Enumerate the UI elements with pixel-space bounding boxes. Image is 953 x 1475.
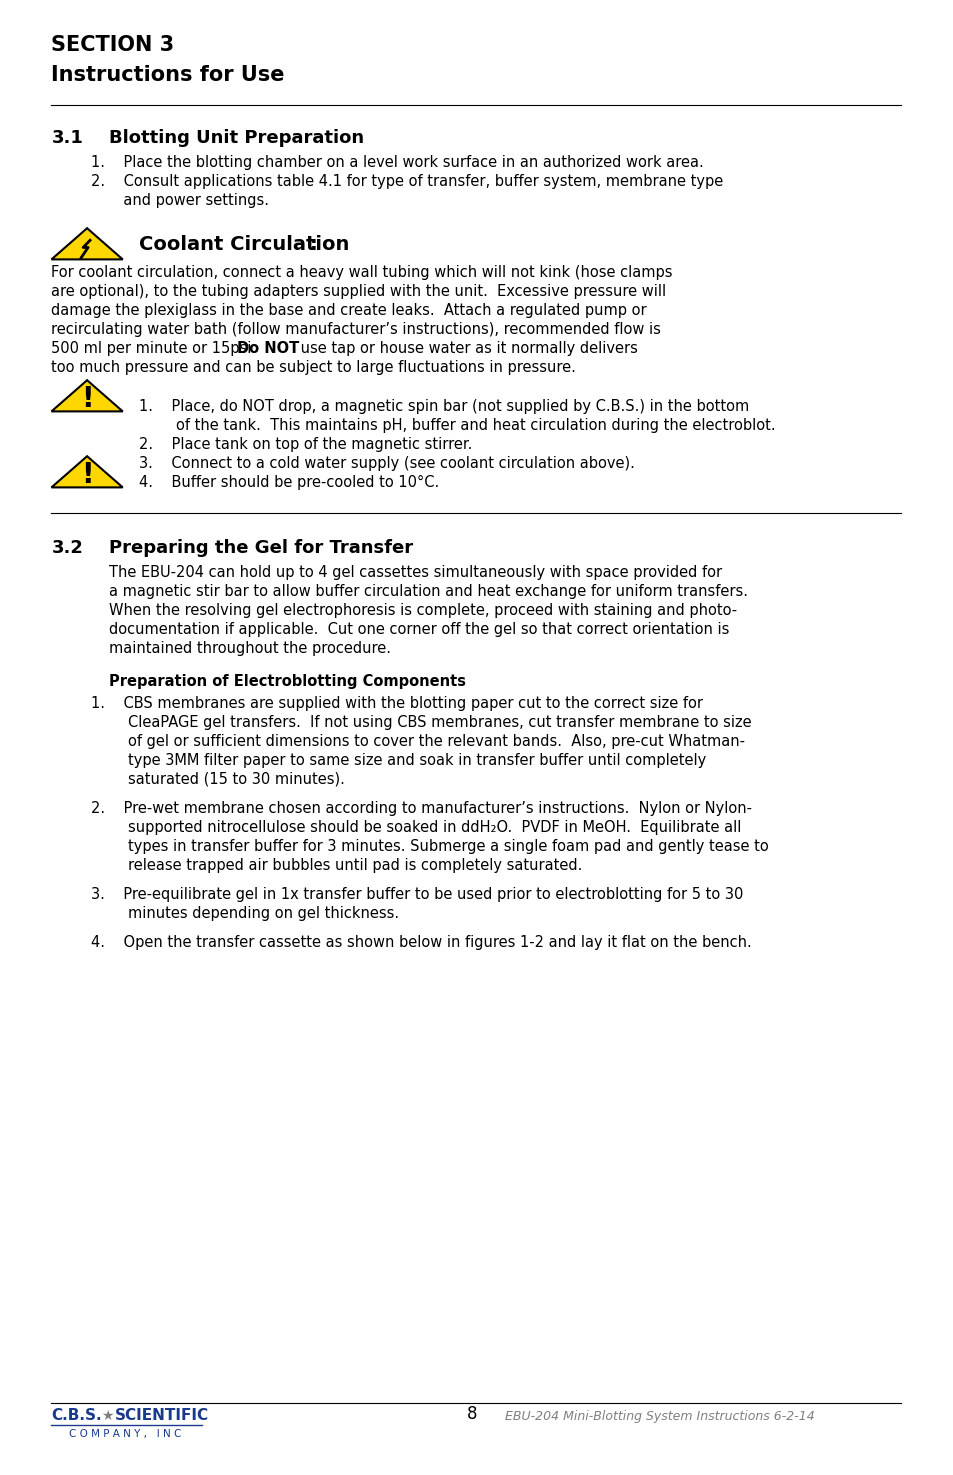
Text: 1.    CBS membranes are supplied with the blotting paper cut to the correct size: 1. CBS membranes are supplied with the b… xyxy=(91,696,702,711)
Text: damage the plexiglass in the base and create leaks.  Attach a regulated pump or: damage the plexiglass in the base and cr… xyxy=(51,302,646,319)
Text: documentation if applicable.  Cut one corner off the gel so that correct orienta: documentation if applicable. Cut one cor… xyxy=(109,622,728,637)
Text: 1.    Place, do NOT drop, a magnetic spin bar (not supplied by C.B.S.) in the bo: 1. Place, do NOT drop, a magnetic spin b… xyxy=(138,400,748,414)
Text: too much pressure and can be subject to large fluctuations in pressure.: too much pressure and can be subject to … xyxy=(51,360,576,375)
Text: When the resolving gel electrophoresis is complete, proceed with staining and ph: When the resolving gel electrophoresis i… xyxy=(109,603,737,618)
Text: recirculating water bath (follow manufacturer’s instructions), recommended flow : recirculating water bath (follow manufac… xyxy=(51,322,660,336)
Polygon shape xyxy=(51,381,123,412)
Text: and power settings.: and power settings. xyxy=(91,193,269,208)
Text: C O M P A N Y ,   I N C: C O M P A N Y , I N C xyxy=(70,1429,181,1440)
Text: Coolant Circulation: Coolant Circulation xyxy=(138,235,349,254)
Text: 4.    Open the transfer cassette as shown below in figures 1-2 and lay it flat o: 4. Open the transfer cassette as shown b… xyxy=(91,935,751,950)
Text: 3.2: 3.2 xyxy=(51,538,83,558)
Text: 3.1: 3.1 xyxy=(51,128,83,148)
Text: !: ! xyxy=(81,385,93,413)
Text: Blotting Unit Preparation: Blotting Unit Preparation xyxy=(109,128,364,148)
Text: For coolant circulation, connect a heavy wall tubing which will not kink (hose c: For coolant circulation, connect a heavy… xyxy=(51,266,672,280)
Text: supported nitrocellulose should be soaked in ddH₂O.  PVDF in MeOH.  Equilibrate : supported nitrocellulose should be soake… xyxy=(91,820,740,835)
Text: maintained throughout the procedure.: maintained throughout the procedure. xyxy=(109,642,391,656)
Text: 3.    Connect to a cold water supply (see coolant circulation above).: 3. Connect to a cold water supply (see c… xyxy=(138,456,634,471)
Text: The EBU-204 can hold up to 4 gel cassettes simultaneously with space provided fo: The EBU-204 can hold up to 4 gel cassett… xyxy=(109,565,721,580)
Text: CleaPAGE gel transfers.  If not using CBS membranes, cut transfer membrane to si: CleaPAGE gel transfers. If not using CBS… xyxy=(91,715,751,730)
Text: 3.    Pre-equilibrate gel in 1x transfer buffer to be used prior to electroblott: 3. Pre-equilibrate gel in 1x transfer bu… xyxy=(91,886,742,903)
Text: ★: ★ xyxy=(101,1409,113,1423)
Text: type 3MM filter paper to same size and soak in transfer buffer until completely: type 3MM filter paper to same size and s… xyxy=(91,754,705,768)
Text: SECTION 3: SECTION 3 xyxy=(51,35,174,55)
Text: 4.    Buffer should be pre-cooled to 10°C.: 4. Buffer should be pre-cooled to 10°C. xyxy=(138,475,438,490)
Text: 8: 8 xyxy=(466,1406,476,1423)
Text: saturated (15 to 30 minutes).: saturated (15 to 30 minutes). xyxy=(91,771,345,788)
Text: use tap or house water as it normally delivers: use tap or house water as it normally de… xyxy=(295,341,638,355)
Text: release trapped air bubbles until pad is completely saturated.: release trapped air bubbles until pad is… xyxy=(91,858,582,873)
Text: Preparing the Gel for Transfer: Preparing the Gel for Transfer xyxy=(109,538,413,558)
Text: a magnetic stir bar to allow buffer circulation and heat exchange for uniform tr: a magnetic stir bar to allow buffer circ… xyxy=(109,584,747,599)
Text: 1.    Place the blotting chamber on a level work surface in an authorized work a: 1. Place the blotting chamber on a level… xyxy=(91,155,703,170)
Text: 500 ml per minute or 15psi.: 500 ml per minute or 15psi. xyxy=(51,341,266,355)
Text: minutes depending on gel thickness.: minutes depending on gel thickness. xyxy=(91,906,398,920)
Text: C.B.S.: C.B.S. xyxy=(51,1409,102,1423)
Text: Instructions for Use: Instructions for Use xyxy=(51,65,285,86)
Text: types in transfer buffer for 3 minutes. Submerge a single foam pad and gently te: types in transfer buffer for 3 minutes. … xyxy=(91,839,768,854)
Text: Do NOT: Do NOT xyxy=(236,341,298,355)
Text: are optional), to the tubing adapters supplied with the unit.  Excessive pressur: are optional), to the tubing adapters su… xyxy=(51,285,666,299)
Text: :: : xyxy=(310,235,317,254)
Text: 2.    Pre-wet membrane chosen according to manufacturer’s instructions.  Nylon o: 2. Pre-wet membrane chosen according to … xyxy=(91,801,751,816)
Polygon shape xyxy=(51,229,123,260)
Text: SCIENTIFIC: SCIENTIFIC xyxy=(114,1409,209,1423)
Text: of gel or sufficient dimensions to cover the relevant bands.  Also, pre-cut What: of gel or sufficient dimensions to cover… xyxy=(91,735,744,749)
Polygon shape xyxy=(51,456,123,487)
Text: EBU-204 Mini-Blotting System Instructions 6-2-14: EBU-204 Mini-Blotting System Instruction… xyxy=(504,1410,814,1423)
Text: Preparation of Electroblotting Components: Preparation of Electroblotting Component… xyxy=(109,674,465,689)
Text: 2.    Consult applications table 4.1 for type of transfer, buffer system, membra: 2. Consult applications table 4.1 for ty… xyxy=(91,174,722,189)
Text: 2.    Place tank on top of the magnetic stirrer.: 2. Place tank on top of the magnetic sti… xyxy=(138,437,472,451)
Text: of the tank.  This maintains pH, buffer and heat circulation during the electrob: of the tank. This maintains pH, buffer a… xyxy=(138,417,775,434)
Text: !: ! xyxy=(81,462,93,490)
